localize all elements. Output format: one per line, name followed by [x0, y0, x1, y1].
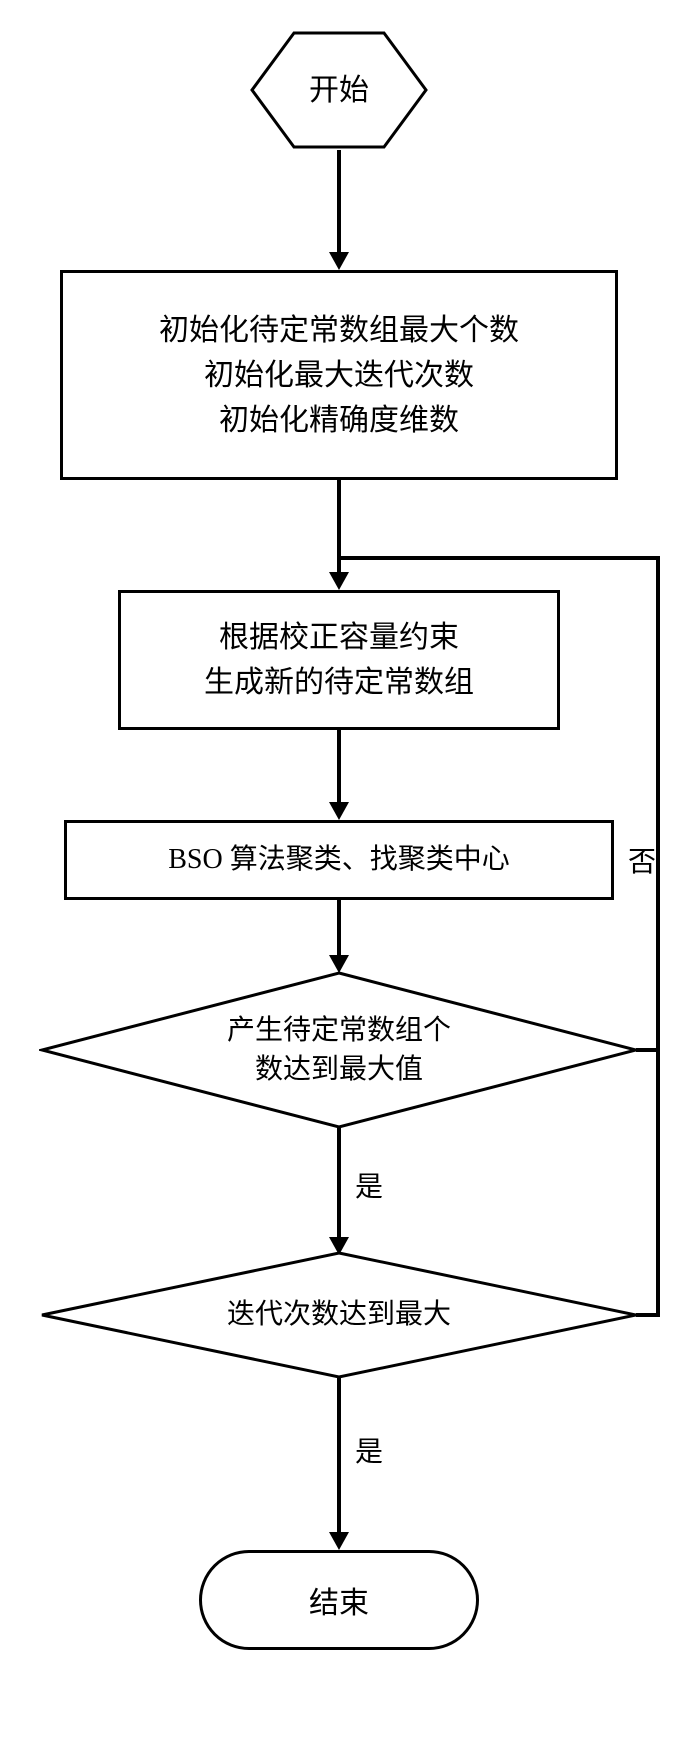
- start-label: 开始: [309, 68, 369, 113]
- decision2-node: 迭代次数达到最大: [39, 1250, 639, 1380]
- flowchart-canvas: 开始 初始化待定常数组最大个数 初始化最大迭代次数 初始化精确度维数 根据校正容…: [0, 0, 678, 1752]
- edge-label-yes1: 是: [355, 1165, 383, 1205]
- init-line1: 初始化待定常数组最大个数: [159, 308, 519, 353]
- edge-d1-d2: [337, 1127, 341, 1237]
- init-line2: 初始化最大迭代次数: [204, 353, 474, 398]
- end-label: 结束: [309, 1578, 369, 1622]
- edge-label-yes2: 是: [355, 1430, 383, 1470]
- arrowhead-icon: [329, 1532, 349, 1550]
- edge-d2-end: [337, 1377, 341, 1532]
- arrowhead-icon: [329, 252, 349, 270]
- edge-generate-bso: [337, 730, 341, 802]
- arrowhead-icon: [329, 802, 349, 820]
- decision1-line1: 产生待定常数组个: [227, 1011, 451, 1050]
- edge-feedback-v: [656, 558, 660, 1317]
- decision1-node: 产生待定常数组个 数达到最大值: [39, 970, 639, 1130]
- generate-node: 根据校正容量约束 生成新的待定常数组: [118, 590, 560, 730]
- init-line3: 初始化精确度维数: [219, 398, 459, 443]
- bso-node: BSO 算法聚类、找聚类中心: [64, 820, 614, 900]
- decision2-label: 迭代次数达到最大: [227, 1295, 451, 1334]
- decision1-line2: 数达到最大值: [255, 1050, 423, 1089]
- arrowhead-icon: [329, 572, 349, 590]
- generate-line2: 生成新的待定常数组: [204, 660, 474, 705]
- edge-bso-d1: [337, 900, 341, 955]
- start-node: 开始: [249, 30, 429, 150]
- edge-start-init: [337, 150, 341, 252]
- end-node: 结束: [199, 1550, 479, 1650]
- edge-label-no: 否: [628, 840, 656, 880]
- init-node: 初始化待定常数组最大个数 初始化最大迭代次数 初始化精确度维数: [60, 270, 618, 480]
- bso-label: BSO 算法聚类、找聚类中心: [168, 839, 509, 881]
- generate-line1: 根据校正容量约束: [219, 615, 459, 660]
- edge-feedback-h: [339, 556, 660, 560]
